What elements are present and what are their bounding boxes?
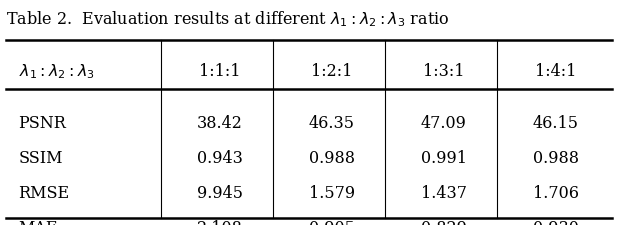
Text: MAE: MAE <box>19 219 58 225</box>
Text: 0.988: 0.988 <box>533 149 579 166</box>
Text: 0.988: 0.988 <box>309 149 355 166</box>
Text: 1.706: 1.706 <box>533 184 579 201</box>
Text: 1:4:1: 1:4:1 <box>535 62 577 79</box>
Text: 46.15: 46.15 <box>533 114 579 131</box>
Text: RMSE: RMSE <box>19 184 70 201</box>
Text: Table 2.  Evaluation results at different $\lambda_1 : \lambda_2 : \lambda_3$ ra: Table 2. Evaluation results at different… <box>6 9 450 29</box>
Text: 9.945: 9.945 <box>197 184 243 201</box>
Text: 0.943: 0.943 <box>197 149 243 166</box>
Text: 38.42: 38.42 <box>197 114 243 131</box>
Text: 0.829: 0.829 <box>421 219 467 225</box>
Text: 1:3:1: 1:3:1 <box>423 62 465 79</box>
Text: 1:2:1: 1:2:1 <box>311 62 352 79</box>
Text: 0.905: 0.905 <box>309 219 355 225</box>
Text: 0.991: 0.991 <box>421 149 467 166</box>
Text: 2.108: 2.108 <box>197 219 243 225</box>
Text: $\lambda_1 : \lambda_2 : \lambda_3$: $\lambda_1 : \lambda_2 : \lambda_3$ <box>19 62 94 80</box>
Text: 1:1:1: 1:1:1 <box>199 62 240 79</box>
Text: 47.09: 47.09 <box>421 114 467 131</box>
Text: PSNR: PSNR <box>19 114 66 131</box>
Text: 0.930: 0.930 <box>533 219 578 225</box>
Text: 1.579: 1.579 <box>308 184 355 201</box>
Text: 1.437: 1.437 <box>421 184 467 201</box>
Text: SSIM: SSIM <box>19 149 63 166</box>
Text: 46.35: 46.35 <box>309 114 355 131</box>
